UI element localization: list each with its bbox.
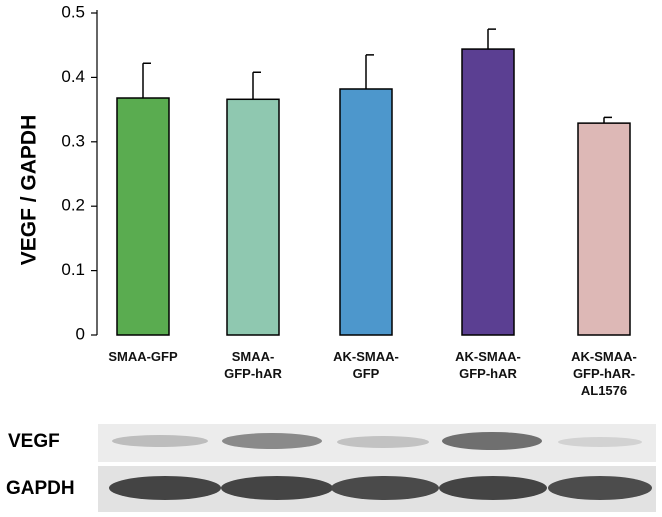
blot-label: GAPDH	[6, 478, 75, 499]
band	[112, 435, 208, 447]
error-bar	[142, 62, 151, 99]
error-bar	[603, 116, 612, 124]
band	[548, 476, 652, 500]
band	[331, 476, 439, 500]
y-tick-label: 0.1	[61, 260, 85, 279]
x-tick-label: AK-SMAA- GFP-hAR	[455, 349, 521, 381]
band	[337, 436, 429, 448]
bar	[577, 122, 631, 336]
x-tick-label: AK-SMAA- GFP	[333, 349, 399, 381]
bar	[226, 98, 280, 336]
band	[109, 476, 221, 500]
bar	[116, 97, 170, 336]
error-bar	[487, 28, 496, 50]
bar	[461, 48, 515, 336]
band	[439, 476, 547, 500]
band	[222, 433, 322, 449]
blot-label: VEGF	[8, 431, 60, 452]
bar	[339, 88, 393, 336]
y-axis-title: VEGF / GAPDH	[18, 115, 41, 266]
error-bar	[365, 54, 374, 89]
y-tick-label: 0.2	[61, 196, 85, 215]
x-tick-label: AK-SMAA- GFP-hAR- AL1576	[571, 349, 637, 398]
y-tick-label: 0.5	[61, 2, 85, 21]
y-tick-label: 0	[76, 324, 85, 343]
x-tick-label: SMAA- GFP-hAR	[224, 349, 282, 381]
band	[221, 476, 333, 500]
error-bar	[252, 71, 261, 100]
blot-panel	[98, 424, 656, 512]
y-tick-label: 0.4	[61, 67, 85, 86]
band	[558, 437, 642, 447]
band	[442, 432, 542, 450]
y-tick-label: 0.3	[61, 131, 85, 150]
x-tick-label: SMAA-GFP	[108, 349, 178, 364]
